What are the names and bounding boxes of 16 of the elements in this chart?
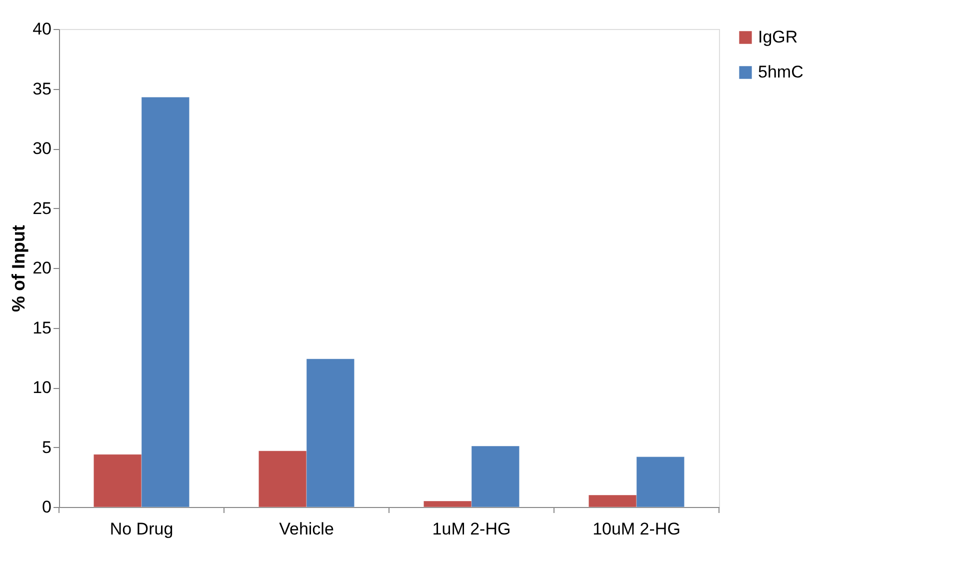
y-tick-label: 30 (32, 139, 52, 158)
legend-label: IgGR (758, 28, 798, 46)
y-tick-label: 5 (42, 438, 52, 457)
y-tick-label: 40 (32, 20, 52, 38)
x-tick-label: 10uM 2-HG (592, 520, 680, 538)
y-tick-label: 20 (32, 258, 52, 278)
y-tick-label: 10 (32, 378, 52, 397)
y-tick-label: 35 (32, 79, 52, 98)
x-tick-label: No Drug (110, 520, 174, 538)
x-tick-label: Vehicle (279, 520, 334, 538)
y-tick-label: 0 (42, 498, 52, 516)
legend-label: 5hmC (758, 62, 804, 82)
y-tick-label: 25 (32, 198, 52, 218)
y-axis-title: % of Input (8, 225, 29, 312)
x-tick-label: 1uM 2-HG (432, 520, 511, 538)
y-tick-label: 15 (32, 318, 52, 338)
